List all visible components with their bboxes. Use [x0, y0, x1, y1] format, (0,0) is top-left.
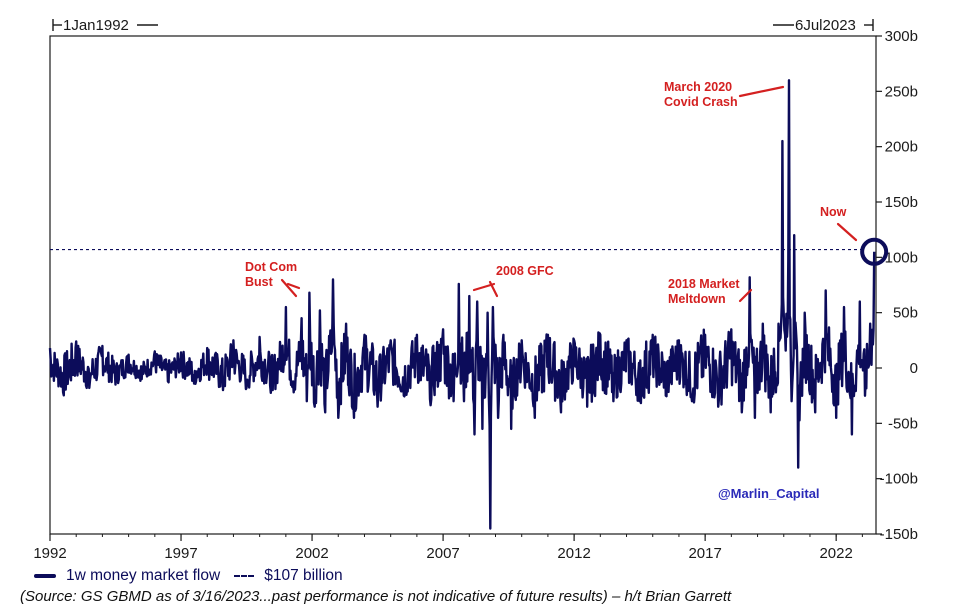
annotation-label: Bust [245, 275, 274, 289]
annotation-pointer [738, 288, 753, 303]
annotation-pointer [280, 278, 298, 298]
annotation-pointer [488, 280, 499, 298]
annotation-pointer [286, 282, 301, 290]
annotation-label: 2008 GFC [496, 264, 554, 278]
annotation-label: March 2020 [664, 80, 732, 94]
series-line-flow [48, 79, 876, 530]
watermark: @Marlin_Capital [718, 486, 820, 501]
x-tick-label: 2022 [819, 545, 852, 562]
annotation-pointer [738, 85, 785, 98]
annotation-label: Covid Crash [664, 95, 738, 109]
range-end-label: 6Jul2023 [795, 17, 856, 34]
annotation-pointer [836, 222, 858, 242]
now-marker [860, 237, 889, 266]
y-tick-label: 150b [885, 194, 918, 211]
x-tick-label: 2017 [688, 545, 721, 562]
annotation-label: Now [820, 205, 847, 219]
source-note: (Source: GS GBMD as of 3/16/2023...past … [20, 588, 732, 605]
y-axis: 300b 250b 200b 150b 100b 50b 0 -50b -100b -150b [876, 28, 918, 543]
x-tick-label: 2007 [426, 545, 459, 562]
y-tick-label: 100b [885, 249, 918, 266]
annotation-label: Meltdown [668, 292, 726, 306]
y-tick-label: -100b [880, 471, 918, 488]
legend-label-threshold: $107 billion [264, 567, 343, 584]
x-tick-label: 2012 [557, 545, 590, 562]
legend-swatch-flow [34, 574, 56, 578]
y-tick-label: 0 [910, 360, 918, 377]
plot-frame [49, 35, 877, 535]
range-start-label: 1Jan1992 [63, 17, 129, 34]
y-tick-label: 250b [885, 83, 918, 100]
y-tick-label: -150b [880, 526, 918, 543]
y-tick-label: -50b [888, 415, 918, 432]
legend-swatch-threshold [234, 575, 255, 577]
x-tick-label: 2002 [295, 545, 328, 562]
date-range-bar: 1Jan1992 6Jul2023 [52, 17, 874, 34]
annotation-label: 2018 Market [668, 277, 740, 291]
y-tick-label: 200b [885, 139, 918, 156]
series-layer [48, 79, 876, 530]
x-tick-label: 1997 [164, 545, 197, 562]
legend-label-flow: 1w money market flow [66, 567, 221, 584]
x-axis: 1992 1997 2002 2007 2012 2017 2022 [33, 534, 863, 562]
legend: 1w money market flow $107 billion [34, 566, 343, 586]
annotation-label: Dot Com [245, 260, 297, 274]
x-tick-label: 1992 [33, 545, 66, 562]
y-tick-label: 300b [885, 28, 918, 45]
y-tick-label: 50b [893, 305, 918, 322]
